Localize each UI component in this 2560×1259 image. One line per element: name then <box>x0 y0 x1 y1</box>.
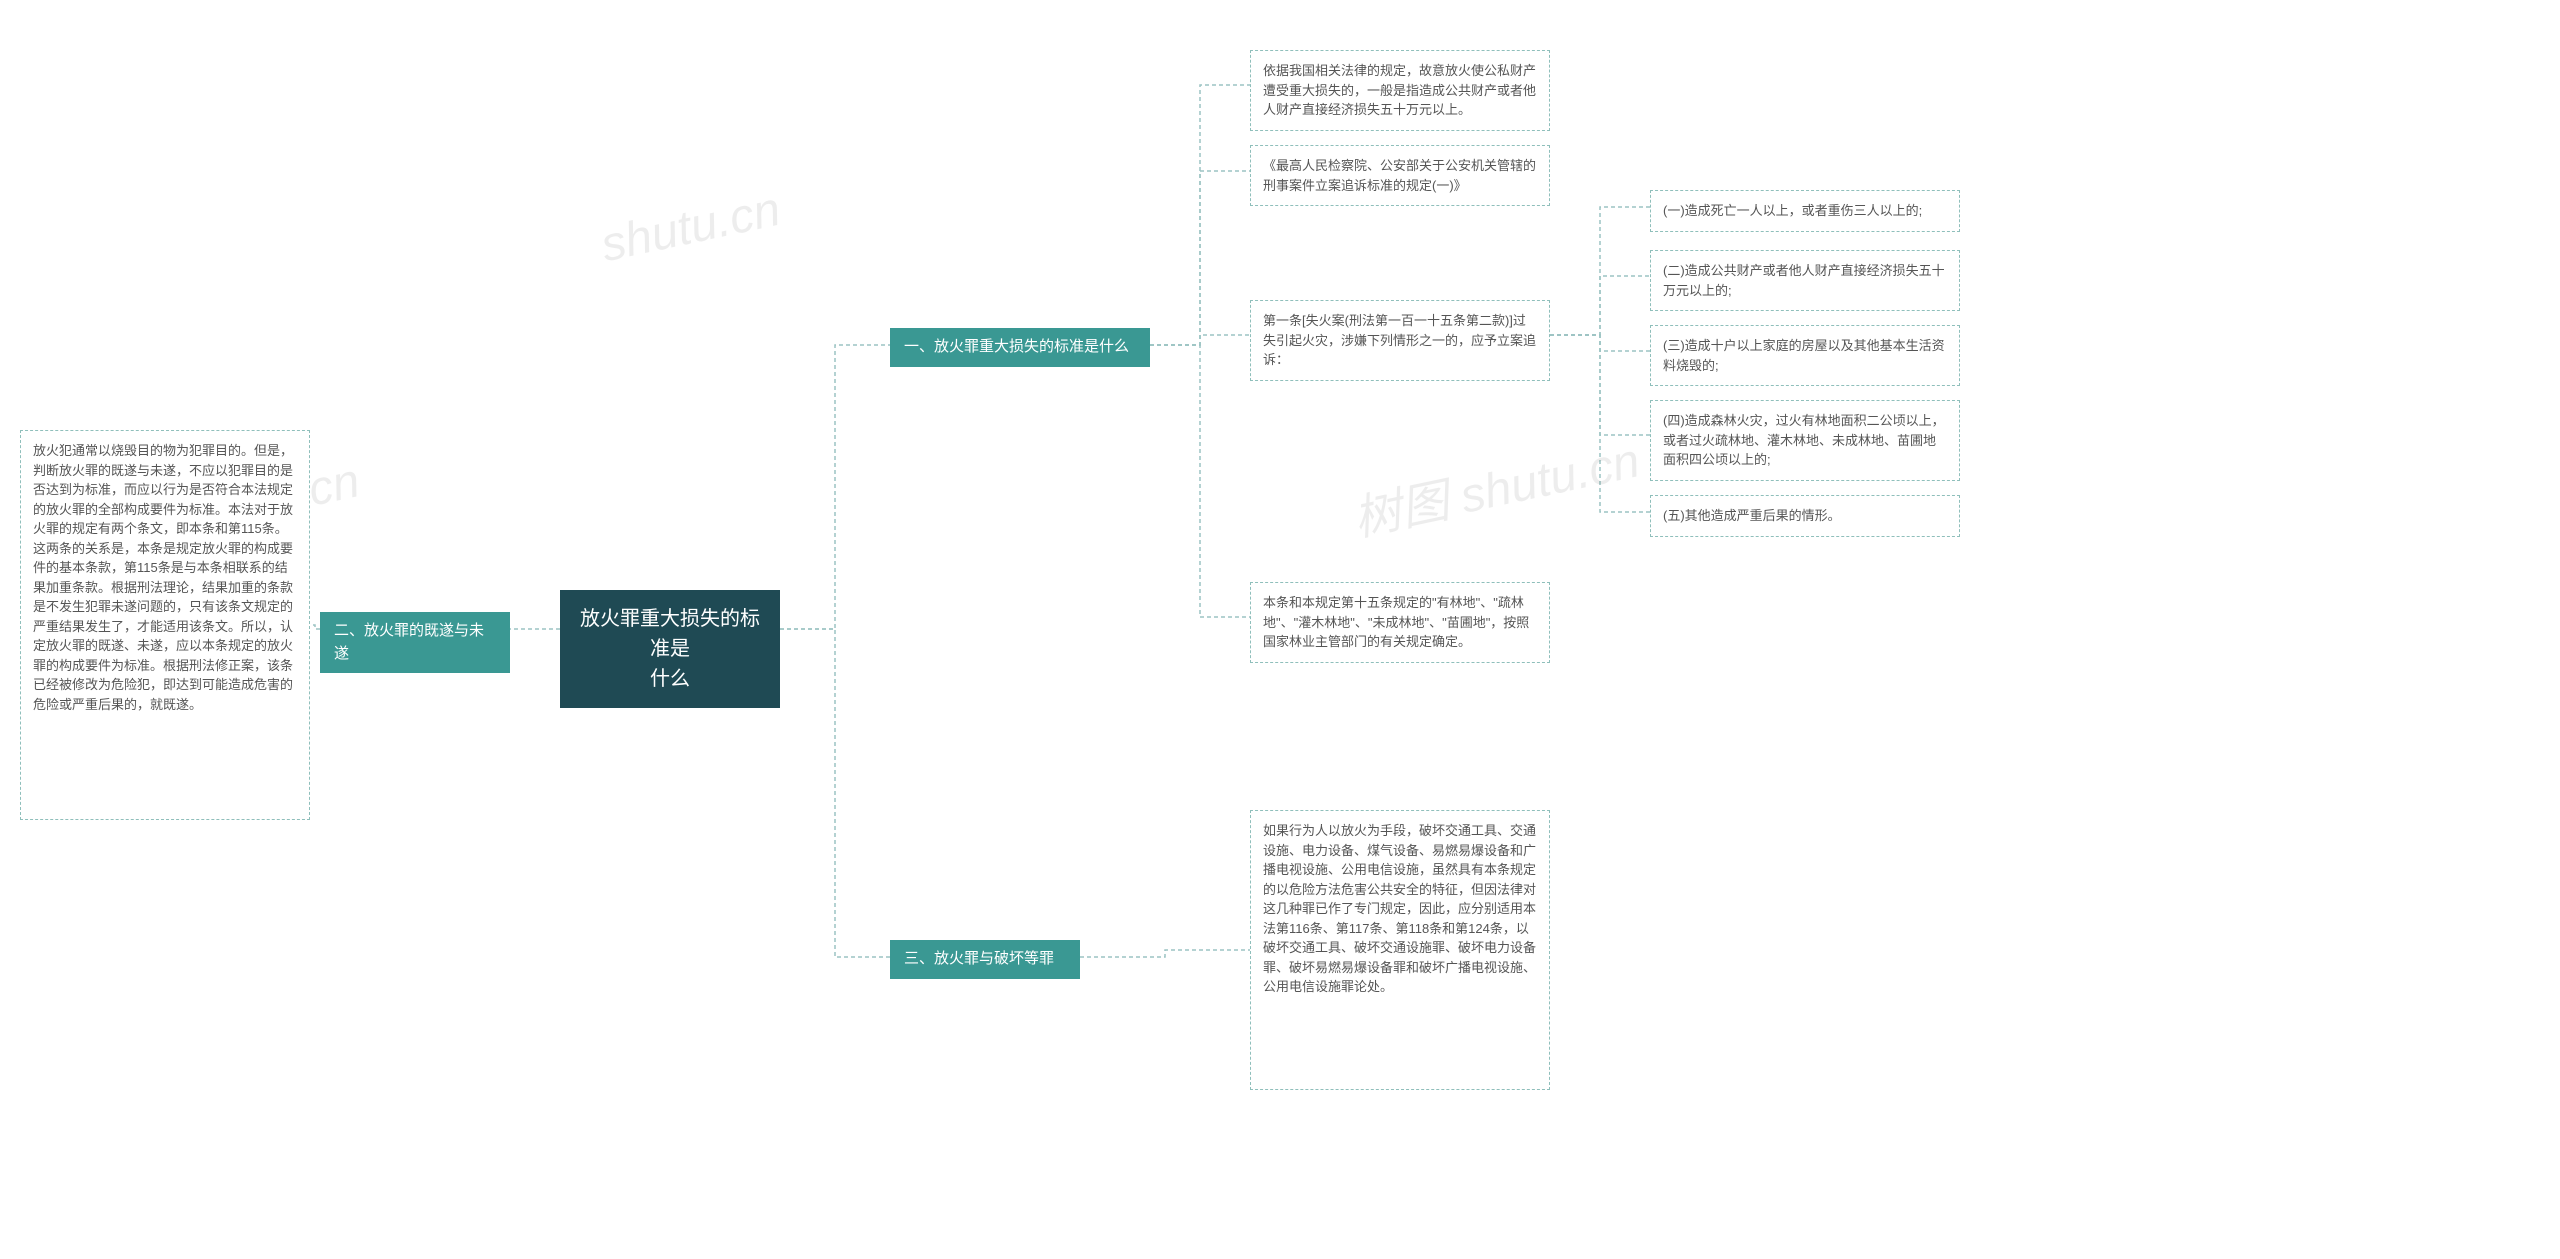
branch-1: 一、放火罪重大损失的标准是什么 <box>890 328 1150 367</box>
mindmap-canvas: 树图 shutu.cn shutu.cn 树图 shutu.cn 放火罪重大损失… <box>0 0 2560 1259</box>
leaf-b1-3: 第一条[失火案(刑法第一百一十五条第二款)]过失引起火灾，涉嫌下列情形之一的，应… <box>1250 300 1550 381</box>
root-node: 放火罪重大损失的标准是 什么 <box>560 590 780 708</box>
watermark: shutu.cn <box>596 182 785 274</box>
leaf-b3-1: 如果行为人以放火为手段，破坏交通工具、交通设施、电力设备、煤气设备、易燃易爆设备… <box>1250 810 1550 1090</box>
leaf-b1-1: 依据我国相关法律的规定，故意放火使公私财产遭受重大损失的，一般是指造成公共财产或… <box>1250 50 1550 131</box>
watermark: 树图 shutu.cn <box>1346 421 1645 550</box>
leaf-b1-4: 本条和本规定第十五条规定的"有林地"、"疏林地"、"灌木林地"、"未成林地"、"… <box>1250 582 1550 663</box>
leaf-b1-3-2: (二)造成公共财产或者他人财产直接经济损失五十万元以上的; <box>1650 250 1960 311</box>
leaf-b1-3-3: (三)造成十户以上家庭的房屋以及其他基本生活资料烧毁的; <box>1650 325 1960 386</box>
leaf-b1-3-5: (五)其他造成严重后果的情形。 <box>1650 495 1960 537</box>
branch-2: 二、放火罪的既遂与未遂 <box>320 612 510 673</box>
leaf-b1-3-4: (四)造成森林火灾，过火有林地面积二公顷以上，或者过火疏林地、灌木林地、未成林地… <box>1650 400 1960 481</box>
leaf-b2-1: 放火犯通常以烧毁目的物为犯罪目的。但是，判断放火罪的既遂与未遂，不应以犯罪目的是… <box>20 430 310 820</box>
root-line2: 什么 <box>650 668 690 690</box>
leaf-b1-2: 《最高人民检察院、公安部关于公安机关管辖的刑事案件立案追诉标准的规定(一)》 <box>1250 145 1550 206</box>
leaf-b1-3-1: (一)造成死亡一人以上，或者重伤三人以上的; <box>1650 190 1960 232</box>
root-line1: 放火罪重大损失的标准是 <box>580 608 760 660</box>
branch-3: 三、放火罪与破坏等罪 <box>890 940 1080 979</box>
